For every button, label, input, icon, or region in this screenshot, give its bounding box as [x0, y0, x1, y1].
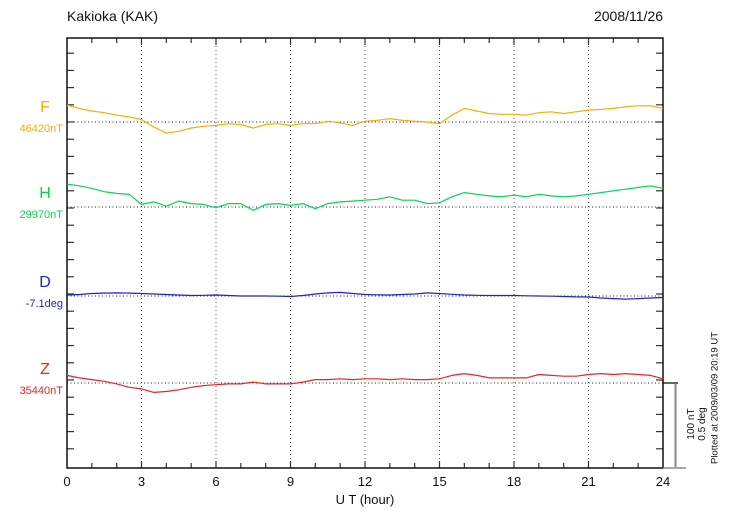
channel-label-f: F: [40, 99, 50, 116]
x-tick-label: 24: [655, 474, 671, 489]
x-tick-label: 3: [137, 474, 146, 489]
station-title: Kakioka (KAK): [67, 8, 159, 24]
channel-baseline-f: 46420nT: [19, 123, 63, 135]
scale-bar-deg-label: 0.5 deg: [697, 407, 708, 441]
plotted-at-note: Plotted at 2009/03/09 20:19 UT: [709, 331, 721, 465]
channel-label-h: H: [39, 185, 51, 202]
channel-baseline-d: -7.1deg: [25, 298, 63, 310]
x-tick-label: 21: [581, 474, 596, 489]
x-axis-label: U T (hour): [335, 492, 395, 507]
scale-bar-nt-label: 100 nT: [686, 408, 697, 440]
trace-d: [66, 291, 664, 300]
scale-bar-label: 100 nT 0.5 deg: [686, 407, 708, 440]
channel-label-z: Z: [40, 361, 50, 378]
x-tick-label: 15: [432, 474, 447, 489]
x-tick-label: 12: [357, 474, 373, 489]
x-tick-label: 0: [63, 474, 71, 489]
x-tick-label: 18: [506, 474, 522, 489]
plot-date: 2008/11/26: [593, 8, 663, 24]
channel-baseline-z: 35440nT: [19, 385, 63, 397]
channel-baseline-h: 29970nT: [19, 209, 63, 221]
x-tick-label: 9: [286, 474, 295, 489]
channel-label-d: D: [39, 274, 51, 291]
trace-f: [66, 104, 664, 134]
x-tick-label: 6: [212, 474, 220, 489]
trace-z: [66, 373, 664, 393]
trace-h: [66, 183, 664, 211]
